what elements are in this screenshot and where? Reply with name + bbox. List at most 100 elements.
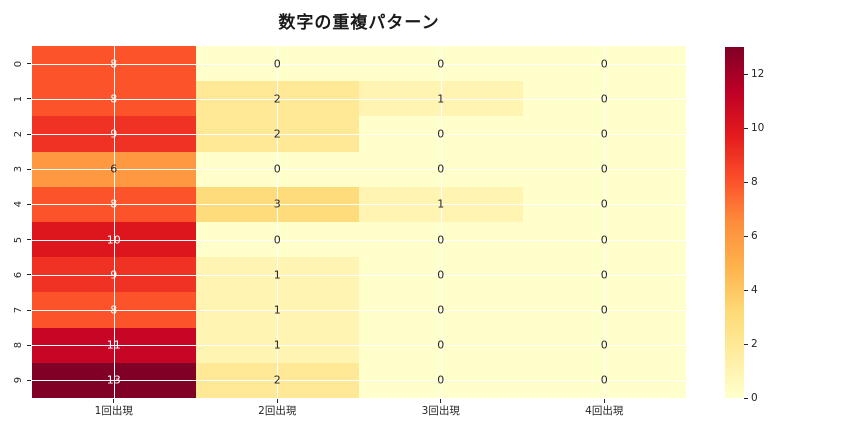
y-tick-label: 9 <box>13 377 24 384</box>
gridline-vertical <box>440 46 442 398</box>
x-tick-mark <box>113 399 115 403</box>
x-tick-label: 4回出現 <box>585 405 624 417</box>
y-tick-mark <box>27 274 31 276</box>
cell-value: 2 <box>273 373 281 387</box>
cell-value: 0 <box>437 373 445 387</box>
cell-value: 2 <box>273 92 281 106</box>
colorbar-tick-mark <box>744 181 748 183</box>
cell-value: 1 <box>273 338 281 352</box>
colorbar-tick-label: 2 <box>751 337 758 350</box>
cell-value: 2 <box>273 127 281 141</box>
gridline-horizontal <box>32 239 686 241</box>
cell-value: 0 <box>600 373 608 387</box>
cell-value: 0 <box>437 162 445 176</box>
cell-value: 0 <box>600 92 608 106</box>
cell-value: 1 <box>437 92 445 106</box>
gridline-horizontal <box>32 98 686 100</box>
cell-value: 0 <box>600 338 608 352</box>
cell-value: 0 <box>600 268 608 282</box>
gridline-horizontal <box>32 63 686 65</box>
colorbar-tick-mark <box>744 289 748 291</box>
cell-value: 9 <box>110 268 118 282</box>
colorbar-tick-label: 0 <box>751 391 758 404</box>
y-tick-label: 2 <box>13 130 24 138</box>
gridline-horizontal <box>32 345 686 347</box>
cell-value: 0 <box>273 233 281 247</box>
cell-value: 10 <box>106 233 121 247</box>
cell-value: 0 <box>437 57 445 71</box>
x-tick-label: 2回出現 <box>258 405 297 417</box>
y-tick-label: 8 <box>13 342 24 349</box>
gridline-horizontal <box>32 204 686 206</box>
gridline-vertical <box>277 46 279 398</box>
gridline-horizontal <box>32 380 686 382</box>
heatmap-plot: 8 0 0 0 8 2 1 0 9 2 0 0 6 0 0 0 8 3 1 0 10 0 0 0 9 1 0 0 8 1 0 0 11 1 0 0 13… <box>32 46 686 398</box>
gridline-horizontal <box>32 310 686 311</box>
colorbar-tick-mark <box>744 235 748 237</box>
y-tick-label: 0 <box>13 60 24 67</box>
colorbar-tick-mark <box>744 397 748 399</box>
colorbar-tick-mark <box>744 343 748 345</box>
colorbar-tick-label: 8 <box>751 175 758 188</box>
y-tick-mark <box>27 203 31 205</box>
y-tick-mark <box>27 309 31 311</box>
cell-value: 1 <box>273 268 281 282</box>
gridline-horizontal <box>32 274 686 276</box>
y-tick-label: 5 <box>13 236 24 243</box>
y-tick-mark <box>27 133 31 135</box>
gridline-vertical <box>604 46 606 398</box>
x-tick-mark <box>603 399 605 403</box>
cell-value: 8 <box>110 303 118 317</box>
cell-value: 8 <box>110 92 118 106</box>
cell-value: 0 <box>600 57 608 71</box>
chart-title: 数字の重複パターン <box>278 13 440 33</box>
cell-value: 0 <box>437 268 445 282</box>
cell-value: 0 <box>600 233 608 247</box>
cell-value: 0 <box>273 162 281 176</box>
x-tick-mark <box>276 399 278 403</box>
cell-value: 0 <box>437 303 445 317</box>
colorbar-tick-label: 6 <box>751 229 758 242</box>
colorbar <box>725 47 744 398</box>
y-tick-label: 6 <box>13 271 24 278</box>
y-tick-mark <box>27 344 31 346</box>
y-tick-mark <box>27 379 31 381</box>
colorbar-tick-mark <box>744 73 748 75</box>
cell-value: 0 <box>600 197 608 211</box>
cell-value: 0 <box>437 127 445 141</box>
y-tick-label: 4 <box>13 201 24 208</box>
x-tick-label: 1回出現 <box>94 405 133 417</box>
colorbar-tick-mark <box>744 127 748 129</box>
y-tick-mark <box>27 98 31 100</box>
cell-value: 1 <box>437 197 445 211</box>
cell-value: 3 <box>273 197 281 211</box>
x-tick-mark <box>440 399 442 403</box>
y-tick-mark <box>27 168 31 170</box>
cell-value: 9 <box>110 127 118 141</box>
cell-value: 8 <box>110 57 118 71</box>
gridline-horizontal <box>32 169 686 171</box>
cell-value: 8 <box>110 197 118 211</box>
cell-value: 0 <box>273 57 281 71</box>
cell-value: 0 <box>437 233 445 247</box>
cell-value: 0 <box>600 127 608 141</box>
cell-value: 13 <box>106 373 121 387</box>
colorbar-tick-label: 10 <box>751 121 765 134</box>
colorbar-tick-label: 4 <box>751 283 758 296</box>
cell-value: 6 <box>110 162 118 176</box>
y-tick-mark <box>27 239 31 241</box>
y-tick-label: 3 <box>13 166 24 173</box>
cell-value: 0 <box>600 162 608 176</box>
y-tick-label: 7 <box>13 306 24 314</box>
cell-value: 0 <box>600 303 608 317</box>
cell-value: 11 <box>106 338 121 352</box>
gridline-vertical <box>113 46 115 398</box>
x-tick-label: 3回出現 <box>421 405 460 417</box>
gridline-horizontal <box>32 134 686 135</box>
colorbar-tick-label: 12 <box>751 67 765 80</box>
cell-value: 0 <box>437 338 445 352</box>
y-tick-mark <box>27 63 31 65</box>
cell-value: 1 <box>273 303 281 317</box>
y-tick-label: 1 <box>13 95 24 102</box>
